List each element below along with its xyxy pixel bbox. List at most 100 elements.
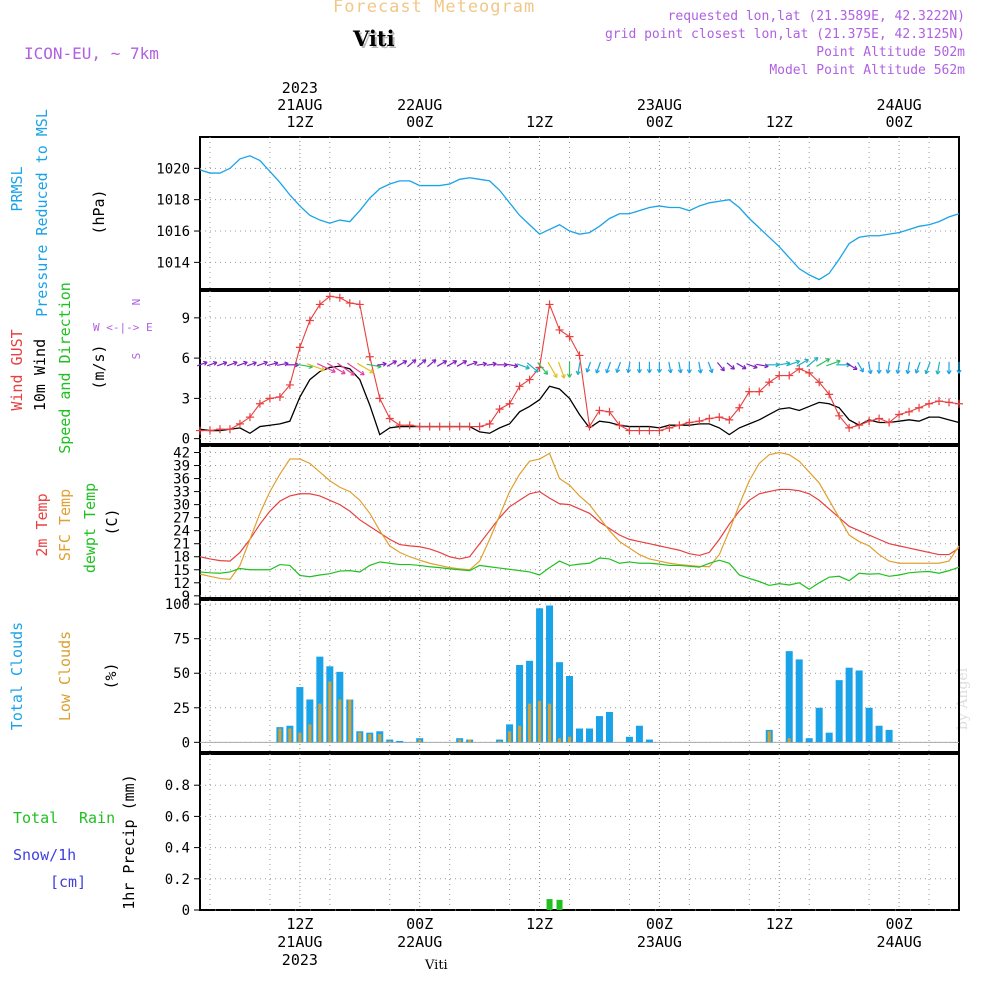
low-clouds-bar (528, 703, 532, 743)
wind-direction-arrow (616, 361, 622, 373)
wind-gust-marker (745, 387, 754, 396)
temp-dewpt-label: dewpt Temp (81, 483, 99, 573)
wind-10m-label: 10m Wind (31, 339, 49, 411)
top-time-label: 00Z (406, 113, 433, 131)
wind-arrow-head (852, 365, 858, 371)
wind-gust-marker (555, 325, 564, 334)
bottom-time-label: 24AUG (877, 933, 922, 951)
wind-direction-arrow (707, 361, 713, 373)
precip-ytick-label: 0.6 (165, 809, 190, 825)
total-clouds-label: Total Clouds (8, 622, 26, 730)
wind-arrow-head (656, 368, 662, 373)
wind-speed-line (199, 365, 960, 436)
wind-speed-direction-label: Speed and Direction (56, 282, 74, 454)
wind-gust-marker (385, 414, 394, 423)
footer-location: Viti (425, 958, 448, 973)
wind-direction-arrow (407, 359, 417, 368)
wind-gust-marker (465, 422, 474, 431)
wind-direction-arrow (456, 360, 467, 367)
wind-ytick-label: 6 (182, 351, 190, 367)
total-clouds-bar (396, 740, 404, 743)
bottom-time-label: 12Z (286, 915, 313, 933)
total-clouds-bar (785, 651, 793, 743)
wind-direction-arrow (698, 361, 702, 374)
bottom-time-label: 12Z (766, 915, 793, 933)
wind-direction-arrow (786, 360, 800, 367)
wind-unit: (m/s) (90, 344, 108, 389)
low-clouds-bar (368, 734, 372, 743)
total-clouds-bar (795, 659, 803, 743)
wind-arrow-head (795, 359, 801, 365)
wind-direction-arrow (868, 361, 872, 374)
wind-direction-arrow (417, 359, 427, 368)
wind-arrow-head (222, 360, 228, 366)
wind-gust-marker (325, 292, 334, 301)
direction-guide-south: S (130, 353, 143, 360)
wind-gust-marker (595, 406, 604, 415)
temperature-ytick-label: 18 (173, 550, 190, 566)
wind-direction-arrow (668, 361, 672, 373)
wind-direction-arrow (806, 357, 819, 368)
low-clouds-bar (538, 700, 542, 743)
wind-arrow-head (560, 374, 566, 379)
wind-direction-arrow (906, 361, 911, 374)
wind-arrow-head (392, 360, 397, 365)
wind-direction-arrow (376, 363, 387, 366)
temperature-ytick-label: 24 (173, 524, 190, 540)
wind-gust-marker (275, 393, 284, 402)
wind-gust-marker (495, 405, 504, 414)
wind-arrow-head (252, 361, 257, 366)
pressure-series-line (199, 155, 960, 281)
wind-direction-arrow (436, 360, 447, 367)
pressure-unit: (hPa) (90, 189, 108, 234)
wind-direction-arrow (347, 362, 365, 376)
wind-direction-arrow (796, 358, 809, 367)
wind-gust-marker (705, 414, 714, 423)
wind-ytick-label: 9 (182, 311, 190, 327)
wind-arrow-head (905, 369, 911, 375)
precip-ytick-label: 0.8 (165, 778, 190, 794)
temperature-ytick-label: 36 (173, 472, 190, 488)
wind-arrow-head (331, 368, 336, 374)
wind-direction-arrow (356, 362, 374, 374)
temp-dewpt-line (199, 557, 960, 591)
wind-direction-arrow (236, 361, 248, 367)
wind-arrow-head (667, 368, 673, 374)
pressure-ytick-label: 1020 (156, 161, 190, 177)
total-clouds-bar (885, 729, 893, 743)
wind-arrow-head (421, 359, 427, 364)
wind-direction-arrow (746, 363, 758, 369)
low-clouds-bar (418, 739, 422, 743)
wind-gust-marker (315, 300, 324, 309)
temperature-ytick-label: 39 (173, 459, 190, 475)
total-clouds-bar (625, 736, 633, 743)
wind-direction-arrow (306, 363, 325, 371)
wind-gust-marker (265, 394, 274, 403)
wind-gust-marker (215, 425, 224, 434)
wind-direction-arrow (925, 361, 931, 374)
wind-gust-label: Wind GUST (8, 329, 26, 410)
total-clouds-bar (835, 680, 843, 743)
wind-gust-marker (625, 426, 634, 435)
wind-direction-arrow (326, 362, 346, 375)
wind-direction-arrow (896, 361, 901, 374)
precip-ytick-label: 0 (182, 903, 190, 919)
wind-arrow-head (605, 368, 610, 374)
wind-arrow-head (885, 369, 891, 374)
low-clouds-bar (278, 728, 282, 743)
grid-point-coordinates: grid point closest lon,lat (21.375E, 42.… (604, 27, 965, 42)
wind-direction-arrow (506, 363, 518, 367)
wind-gust-marker (505, 399, 514, 408)
wind-gust-marker (615, 421, 624, 430)
temp-unit: (C) (103, 508, 121, 535)
total-clouds-bar (825, 732, 833, 743)
wind-gust-marker (455, 422, 464, 431)
wind-gust-marker (475, 422, 484, 431)
wind-gust-marker (905, 407, 914, 416)
wind-arrow-head (462, 360, 468, 365)
temperature-frame (199, 445, 960, 599)
model-altitude: Model Point Altitude 562m (769, 63, 965, 78)
wind-arrow-head (686, 369, 692, 374)
wind-arrow-head (320, 366, 326, 372)
